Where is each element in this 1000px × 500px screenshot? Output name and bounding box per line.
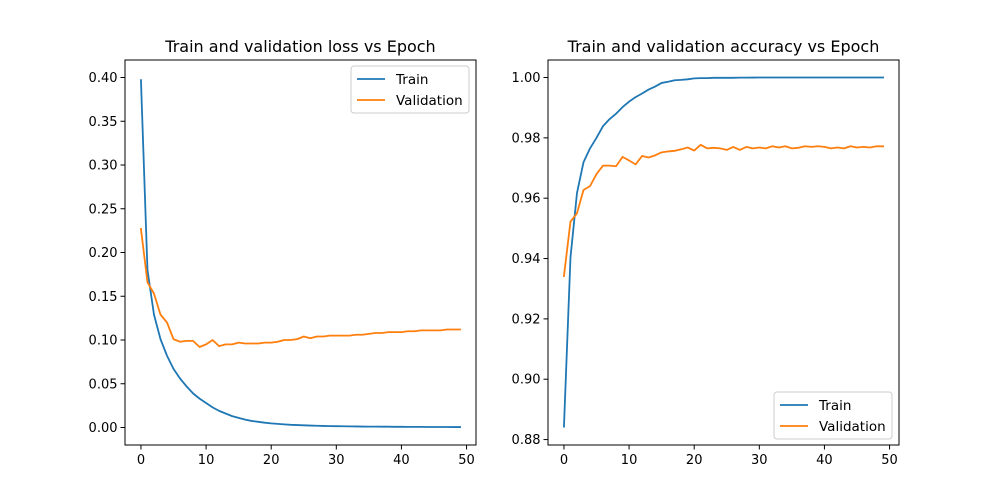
loss-legend-train-label: Train — [395, 72, 428, 88]
loss-legend: Train Validation — [350, 65, 470, 114]
loss-x-ticks: 0 10 20 30 40 50 — [137, 445, 475, 468]
accuracy-x-tick-label: 50 — [881, 453, 898, 468]
loss-y-tick-label: 0.30 — [89, 159, 118, 174]
loss-y-tick-label: 0.05 — [89, 377, 118, 392]
accuracy-y-tick-label: 0.92 — [512, 312, 541, 327]
accuracy-chart-title: Train and validation accuracy vs Epoch — [567, 37, 880, 56]
loss-y-tick-label: 0.15 — [89, 290, 118, 305]
accuracy-series-layer — [562, 76, 884, 428]
loss-legend-box — [350, 65, 470, 114]
accuracy-legend-train-label: Train — [818, 398, 851, 414]
accuracy-series-validation-line — [562, 143, 884, 278]
loss-x-tick-label: 50 — [458, 453, 475, 468]
loss-y-tick-label: 0.35 — [89, 115, 118, 130]
loss-y-tick-label: 0.25 — [89, 202, 118, 217]
loss-x-tick-label: 20 — [263, 453, 280, 468]
loss-x-tick-label: 40 — [393, 453, 410, 468]
accuracy-y-tick-label: 0.88 — [512, 433, 541, 448]
loss-series-layer — [139, 79, 461, 428]
loss-chart: Train and validation loss vs Epoch 0 10 20… — [89, 37, 477, 468]
accuracy-x-tick-label: 10 — [621, 453, 638, 468]
loss-plot-frame — [124, 59, 477, 446]
loss-y-tick-label: 0.40 — [89, 71, 118, 86]
accuracy-y-tick-label: 1.00 — [512, 71, 541, 86]
accuracy-x-ticks: 0 10 20 30 40 50 — [560, 445, 898, 468]
loss-chart-title: Train and validation loss vs Epoch — [164, 37, 435, 56]
loss-x-tick-label: 0 — [137, 453, 145, 468]
accuracy-x-tick-label: 0 — [560, 453, 568, 468]
loss-series-train-line — [140, 79, 461, 428]
accuracy-chart: Train and validation accuracy vs Epoch 0… — [512, 37, 900, 468]
accuracy-series-train-line — [563, 76, 884, 428]
accuracy-legend: Train Validation — [773, 391, 893, 440]
accuracy-x-tick-label: 30 — [751, 453, 768, 468]
accuracy-y-tick-label: 0.98 — [512, 131, 541, 146]
accuracy-y-tick-label: 0.94 — [512, 252, 541, 267]
loss-y-ticks: 0.00 0.05 0.10 0.15 0.20 0.25 0.30 0.35 0.40 — [89, 71, 125, 436]
accuracy-y-tick-label: 0.96 — [512, 192, 541, 207]
accuracy-plot-frame — [547, 59, 900, 446]
accuracy-x-tick-label: 20 — [686, 453, 703, 468]
loss-y-tick-label: 0.10 — [89, 334, 118, 349]
loss-y-tick-label: 0.00 — [89, 421, 118, 436]
loss-series-validation-line — [139, 227, 461, 348]
accuracy-x-tick-label: 40 — [816, 453, 833, 468]
loss-legend-validation-label: Validation — [396, 93, 463, 109]
accuracy-legend-box — [773, 391, 893, 440]
loss-x-tick-label: 30 — [328, 453, 345, 468]
accuracy-y-tick-label: 0.90 — [512, 373, 541, 388]
loss-y-tick-label: 0.20 — [89, 246, 118, 261]
accuracy-legend-validation-label: Validation — [819, 419, 886, 435]
loss-x-tick-label: 10 — [198, 453, 215, 468]
accuracy-y-ticks: 0.88 0.90 0.92 0.94 0.96 0.98 1.00 — [512, 71, 548, 448]
